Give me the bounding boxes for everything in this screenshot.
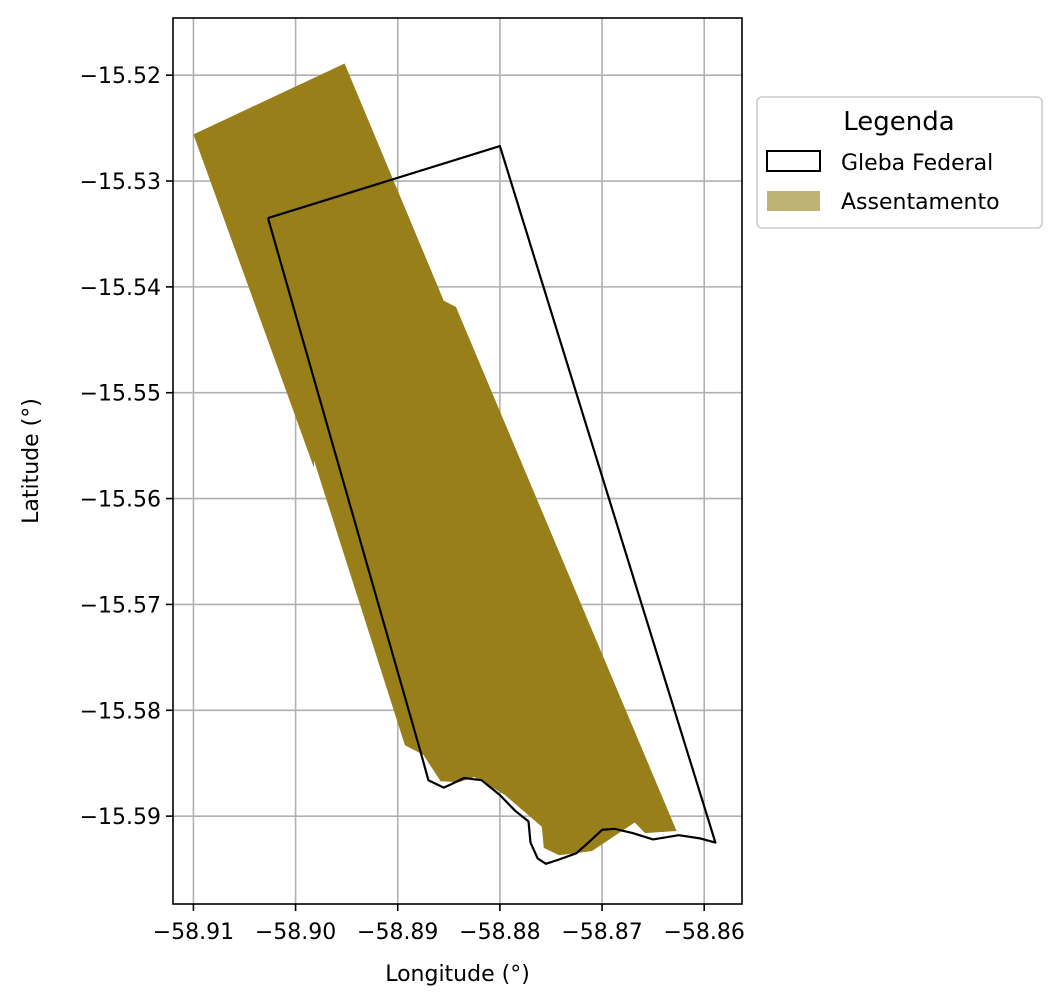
legend-label-assentamento: Assentamento [841,190,1000,215]
y-tick-label: −15.52 [80,64,161,89]
axis-ticks: −58.91 −58.90 −58.89 −58.88 −58.87 −58.86 −15.… [80,64,745,945]
x-tick-label: −58.86 [663,920,744,945]
x-axis-label: Longitude (°) [385,962,530,987]
legend: Legenda Gleba Federal Assentamento [756,96,1043,229]
legend-label-gleba-federal: Gleba Federal [841,151,993,176]
y-tick-label: −15.55 [80,382,161,407]
assentamento-polygon [193,63,677,856]
y-tick-label: −15.54 [80,276,161,301]
x-tick-label: −58.87 [561,920,642,945]
y-tick-label: −15.59 [80,805,161,830]
legend-title: Legenda [843,107,954,137]
y-tick-label: −15.57 [80,593,161,618]
y-tick-label: −15.53 [80,170,161,195]
x-tick-label: −58.91 [153,920,234,945]
legend-frame [756,96,1043,229]
x-tick-label: −58.88 [459,920,540,945]
x-tick-label: −58.90 [255,920,336,945]
plot-frame [172,17,743,905]
gleba-federal-outline [266,145,717,865]
map-layers [193,63,717,865]
legend-swatch-assentamento [767,191,820,211]
y-tick-label: −15.56 [80,488,161,513]
y-tick-label: −15.58 [80,699,161,724]
x-tick-label: −58.89 [357,920,438,945]
y-axis-label: Latitude (°) [19,398,44,524]
legend-swatch-gleba-federal [766,150,821,172]
plot-area: −58.91 −58.90 −58.89 −58.88 −58.87 −58.86 −15.… [80,17,745,945]
